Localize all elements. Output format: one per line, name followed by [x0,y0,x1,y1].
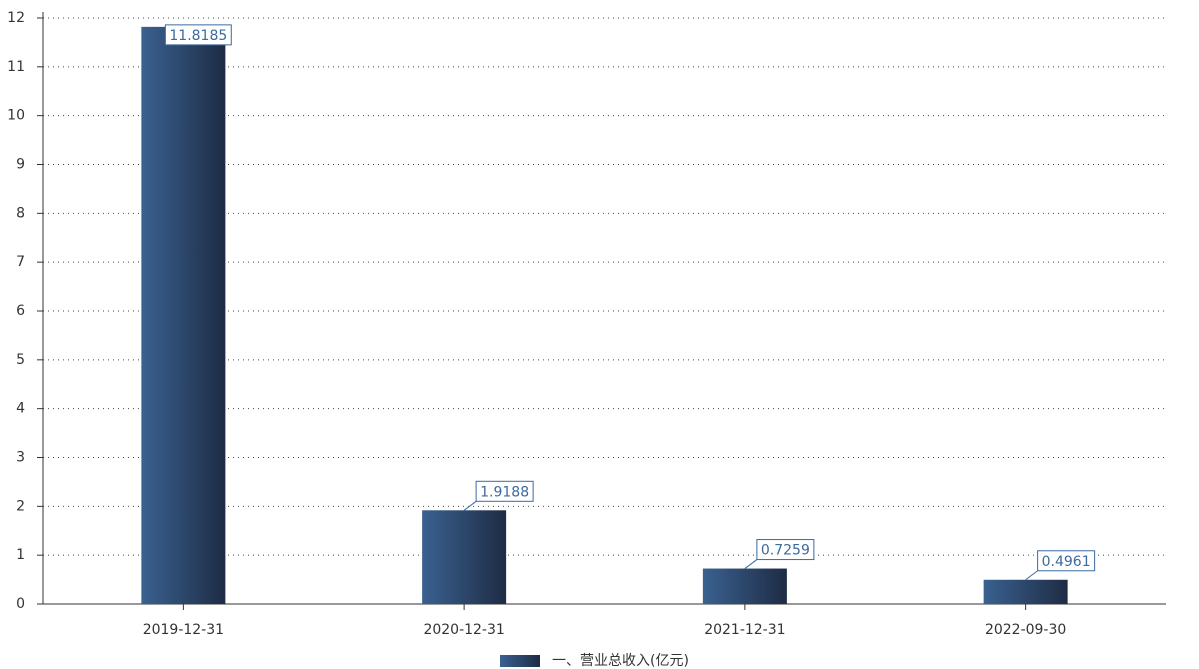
label-leader [744,559,758,569]
y-tick-label: 9 [16,157,25,173]
legend-label: 一、营业总收入(亿元) [552,653,689,669]
y-tick-label: 2 [16,498,25,514]
value-label-box [756,539,815,561]
x-tick-label: 2019-12-31 [143,622,224,638]
y-tick-label: 1 [16,547,25,563]
y-tick-label: 7 [16,254,25,270]
value-label-box [1037,550,1096,572]
x-tick-label: 2022-09-30 [985,622,1066,638]
y-tick-label: 8 [16,205,25,221]
y-tick-label: 10 [7,108,25,124]
x-tick-label: 2020-12-31 [423,622,504,638]
y-tick-label: 11 [7,59,25,75]
y-tick-label: 6 [16,303,25,319]
legend-swatch [500,655,540,667]
value-label-box [164,24,232,46]
bar [702,568,787,604]
bar [141,26,226,604]
y-tick-label: 3 [16,450,25,466]
bar [983,579,1068,604]
label-leader [463,500,477,511]
y-tick-label: 4 [16,401,25,417]
y-tick-label: 0 [16,596,25,612]
value-label: 11.8185 [169,28,227,44]
value-label: 0.4961 [1042,554,1091,570]
x-tick-label: 2021-12-31 [704,622,785,638]
value-label-box [475,480,534,502]
y-tick-label: 12 [7,10,25,26]
bar [422,510,507,604]
y-tick-label: 5 [16,352,25,368]
value-label: 0.7259 [761,543,810,559]
label-leader [1025,570,1038,581]
value-label: 1.9188 [480,484,529,500]
